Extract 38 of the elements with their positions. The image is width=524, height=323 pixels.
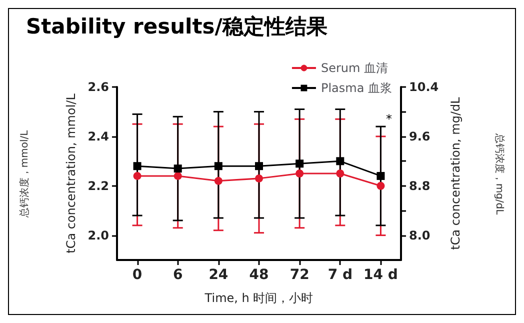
point — [214, 176, 222, 185]
legend-label: Serum 血清 — [320, 61, 388, 75]
y2-tick-label: 8.0 — [409, 228, 430, 242]
y-tick-label: 2.6 — [88, 80, 109, 94]
point — [376, 182, 385, 190]
y2-tick-label: 8.8 — [409, 178, 430, 193]
x-tick-label: 48 — [249, 267, 269, 283]
point — [336, 170, 344, 178]
point — [376, 172, 385, 180]
legend-label: Plasma 血浆 — [320, 81, 392, 95]
x-axis-title: Time, h 时间，小时 — [204, 291, 314, 305]
point — [255, 174, 263, 182]
y2-tick-label: 10.4 — [409, 80, 439, 94]
point — [296, 160, 304, 168]
y-axis-title: tCa concentration, mmol/L — [64, 93, 78, 254]
y-tick-label: 2.0 — [88, 228, 109, 242]
point — [255, 162, 263, 170]
chart-title: Stability results/稳定性结果 — [26, 14, 328, 38]
text: 总钙浓度，mmol/L — [18, 130, 30, 219]
point — [133, 172, 142, 180]
y2-axis-title: tCa concentration, mg/dL — [448, 96, 463, 250]
annotation: * — [386, 112, 392, 126]
point — [174, 164, 182, 173]
y-tick-label: 2.4 — [88, 129, 109, 144]
point — [296, 170, 304, 178]
point — [336, 157, 344, 166]
text: 总钙浓度，mg/dL — [494, 132, 506, 216]
x-tick-label: 7 d — [328, 267, 352, 283]
y2-tick-label: 9.6 — [409, 129, 430, 144]
x-tick-label: 0 — [132, 267, 142, 283]
point — [133, 162, 142, 170]
x-tick-label: 24 — [208, 267, 228, 283]
point — [174, 172, 182, 180]
x-tick-label: 6 — [172, 267, 183, 283]
x-tick-label: 14 d — [364, 267, 398, 283]
y-tick-label: 2.2 — [88, 178, 109, 193]
point — [214, 162, 222, 170]
x-tick-label: 72 — [290, 267, 310, 283]
